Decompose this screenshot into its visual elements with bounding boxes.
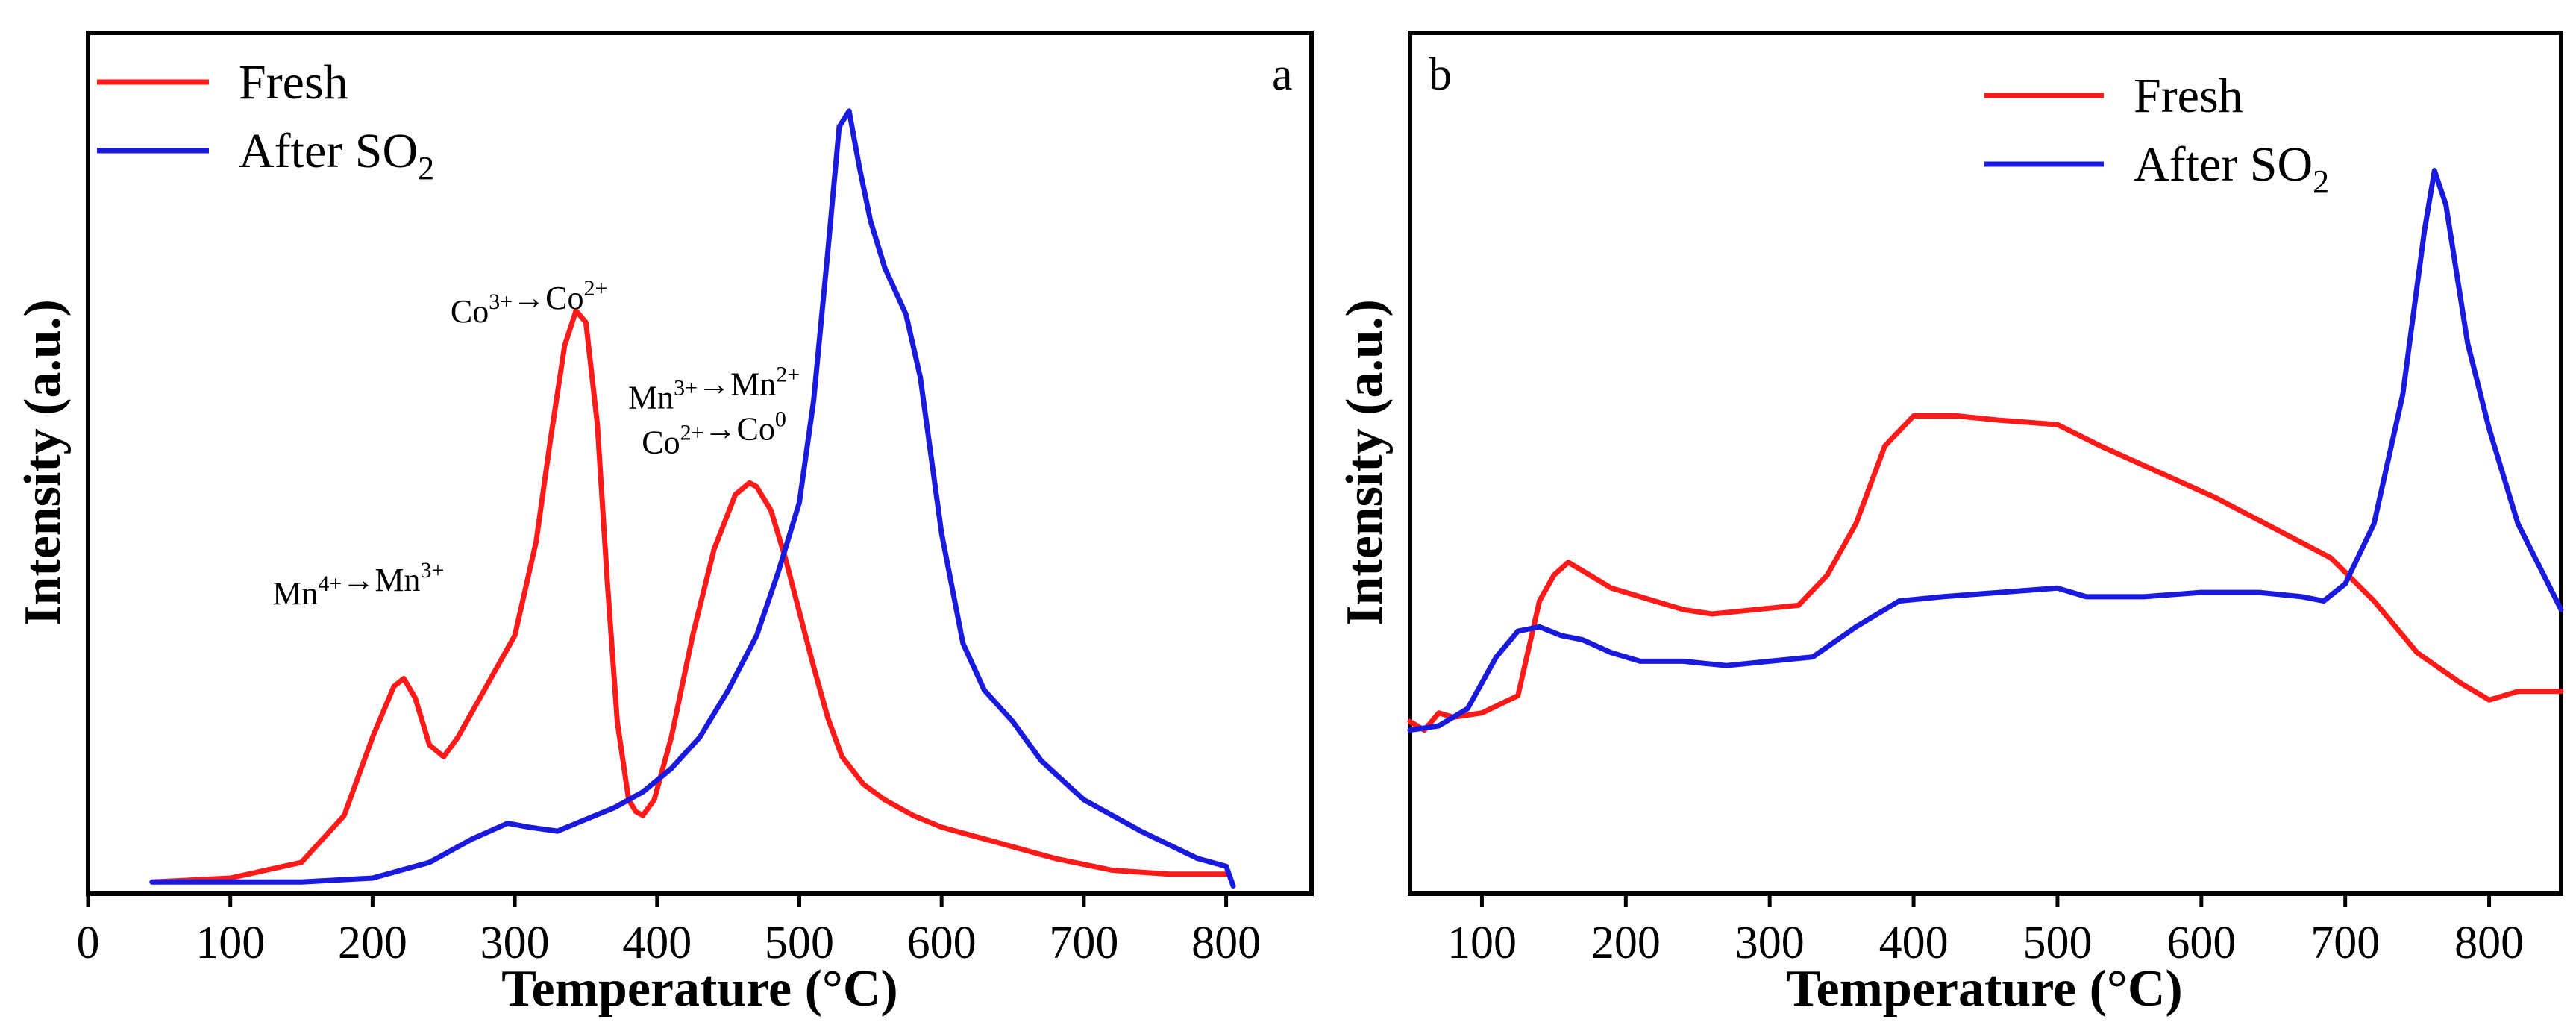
panel-a-curves — [149, 108, 1236, 889]
panel-a-annotation: Mn3+→Mn2+Co2+→Co0 — [628, 363, 800, 461]
panel-a-x-tick-label: 800 — [1191, 918, 1261, 968]
panel-b-chart: 100 200 300 400 500 600 700 800 b Fresh After SO… — [1336, 31, 2564, 1018]
panel-b-x-tick-label: 300 — [1735, 918, 1805, 968]
panel-a-x-tick-label: 500 — [765, 918, 834, 968]
panel-a-x-tick-label: 300 — [480, 918, 550, 968]
panel-a-annotation-line: Co2+→Co0 — [642, 407, 786, 461]
panel-a-x-tick-label: 600 — [907, 918, 977, 968]
panel-b-x-tick-label: 800 — [2454, 918, 2524, 968]
panel-b-x-tick-label: 400 — [1879, 918, 1949, 968]
panel-b-x-tick-label: 100 — [1447, 918, 1517, 968]
panel-b-x-axis-title: Temperature (°C) — [1786, 960, 2183, 1018]
panel-b-curves — [1407, 168, 2564, 733]
panel-a-label: a — [1272, 49, 1293, 100]
panel-a-x-tick-label: 200 — [338, 918, 407, 968]
panel-a-legend-label: Fresh — [239, 55, 348, 110]
panel-a-series-fresh — [149, 307, 1229, 885]
panel-a-plot-frame — [86, 31, 1314, 896]
panel-a-x-axis-title: Temperature (°C) — [501, 960, 898, 1018]
panel-b-legend: Fresh After SO2 — [1984, 69, 2329, 200]
panel-b-label: b — [1429, 49, 1452, 100]
panel-b-series-fresh — [1407, 413, 2564, 733]
panel-a-y-axis-title: Intensity (a.u.) — [14, 299, 72, 626]
panel-b-plot-frame — [1408, 31, 2563, 896]
panel-a-annotation-line: Mn3+→Mn2+ — [628, 363, 800, 416]
panel-b-x-ticks: 100 200 300 400 500 600 700 800 — [1447, 894, 2524, 968]
panel-b-x-tick-label: 700 — [2310, 918, 2380, 968]
panel-b-x-tick-label: 600 — [2166, 918, 2236, 968]
panel-b-series-after-so2 — [1407, 168, 2564, 733]
panel-a-x-tick-label: 700 — [1049, 918, 1118, 968]
panel-a-series-after-so2 — [149, 108, 1236, 889]
panel-a-annotation: Co3+→Co2+ — [451, 276, 608, 330]
panel-b-legend-label: Fresh — [2134, 69, 2243, 123]
panel-a-x-ticks: 0 100 200 300 400 500 600 700 800 — [77, 894, 1261, 968]
panel-a-chart: 0 100 200 300 400 500 600 700 800 a Mn4+→Mn3+ Co3… — [14, 31, 1314, 1018]
panel-a-legend: Fresh After SO2 — [97, 55, 434, 187]
panel-a-annotation-line: Mn4+→Mn3+ — [272, 558, 444, 612]
panel-a-x-tick-label: 0 — [77, 918, 100, 968]
panel-a-x-tick-label: 100 — [195, 918, 265, 968]
panel-b-legend-label: After SO2 — [2134, 137, 2329, 200]
panel-b-y-axis-title: Intensity (a.u.) — [1336, 299, 1394, 626]
panel-b-x-tick-label: 200 — [1591, 918, 1661, 968]
panel-a-annotation-line: Co3+→Co2+ — [451, 276, 608, 330]
panel-a-x-tick-label: 400 — [622, 918, 692, 968]
panel-a-annotation: Mn4+→Mn3+ — [272, 558, 444, 612]
panel-b-x-tick-label: 500 — [2022, 918, 2092, 968]
panel-a-annotations: Mn4+→Mn3+ Co3+→Co2+ Mn3+→Mn2+Co2+→Co0 — [272, 276, 800, 612]
panel-a-legend-label: After SO2 — [239, 124, 434, 187]
